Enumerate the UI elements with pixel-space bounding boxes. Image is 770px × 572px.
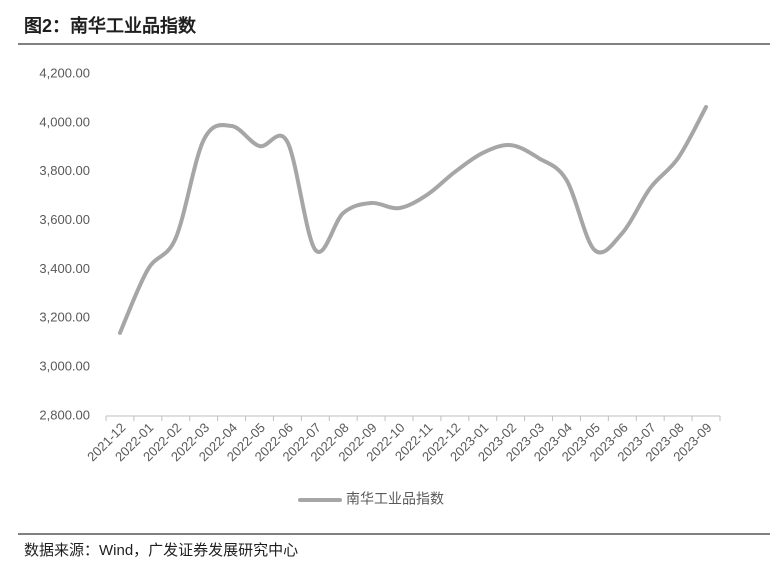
y-tick-label: 3,800.00: [39, 163, 90, 178]
y-tick-label: 3,200.00: [39, 310, 90, 325]
source: 数据来源：Wind，广发证券发展研究中心: [24, 542, 298, 559]
series-line: [117, 104, 709, 335]
y-tick-label: 2,800.00: [39, 407, 90, 422]
y-tick-label: 3,400.00: [39, 261, 90, 276]
y-tick-label: 4,000.00: [39, 114, 90, 129]
legend-label: 南华工业品指数: [346, 491, 444, 507]
y-tick-label: 4,200.00: [39, 65, 90, 80]
y-tick-label: 3,600.00: [39, 212, 90, 227]
y-tick-label: 3,000.00: [39, 359, 90, 374]
chart-title: 图2：南华工业品指数: [24, 15, 197, 36]
